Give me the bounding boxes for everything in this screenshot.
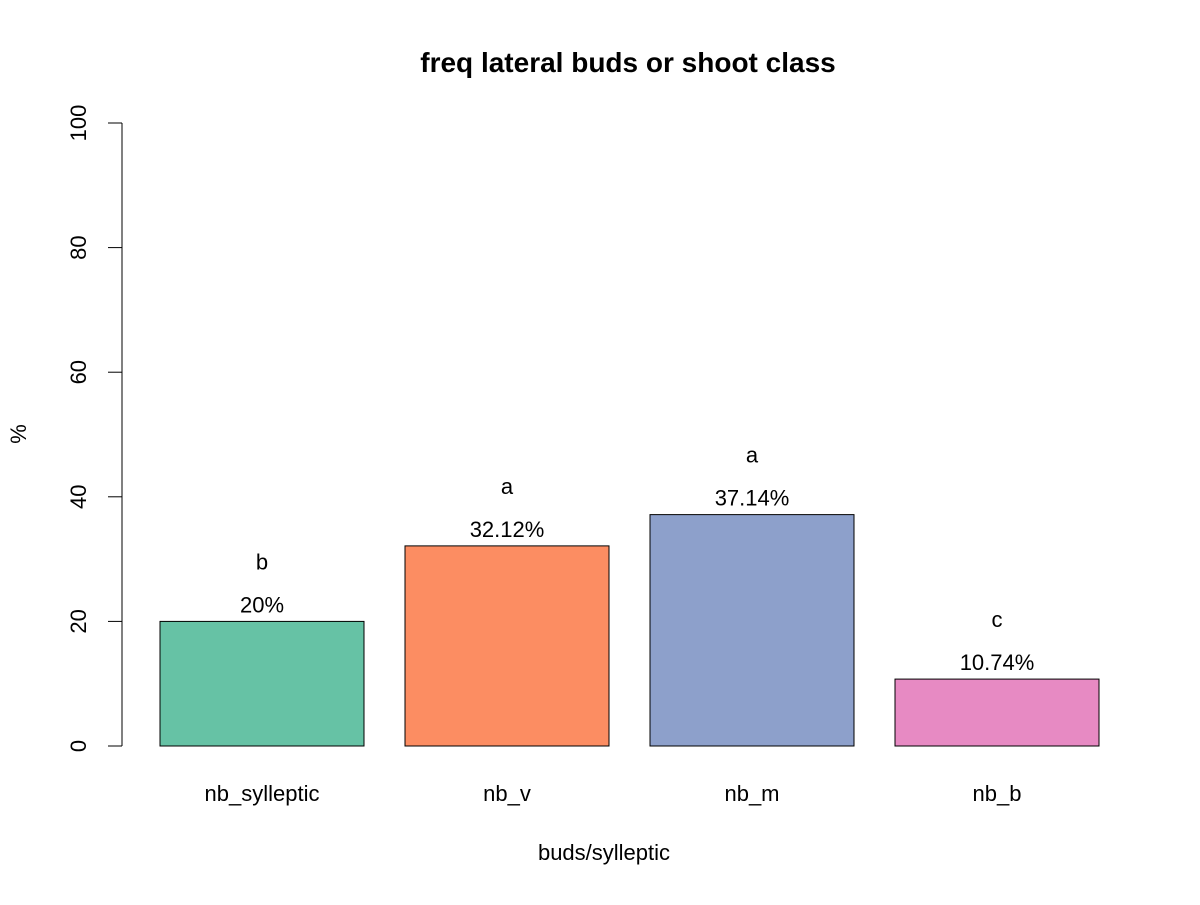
bars-group: [159, 514, 1100, 747]
bar-value-label: 10.74%: [960, 650, 1035, 675]
x-category-label: nb_m: [724, 781, 779, 806]
group-letters-group: b a a c: [256, 443, 1003, 632]
value-labels-group: 20% 32.12% 37.14% 10.74%: [240, 486, 1034, 675]
category-labels-group: nb_sylleptic nb_v nb_m nb_b: [205, 781, 1022, 806]
bar: [894, 678, 1100, 747]
x-category-label: nb_sylleptic: [205, 781, 320, 806]
chart-title: freq lateral buds or shoot class: [420, 47, 835, 78]
y-tick-label: 100: [66, 105, 91, 142]
y-axis: 0 20 40 60 80 100: [66, 105, 123, 752]
bar: [404, 545, 610, 747]
y-tick-label: 0: [66, 740, 91, 752]
y-tick-label: 60: [66, 360, 91, 384]
y-tick-label: 20: [66, 609, 91, 633]
significance-letter: c: [992, 607, 1003, 632]
bar-value-label: 20%: [240, 592, 284, 617]
bar: [649, 514, 855, 747]
y-tick-label: 80: [66, 235, 91, 259]
bar-value-label: 37.14%: [715, 486, 790, 511]
y-axis-label: %: [6, 424, 31, 444]
x-axis-label: buds/sylleptic: [538, 840, 670, 865]
y-tick-label: 40: [66, 485, 91, 509]
significance-letter: a: [746, 443, 759, 468]
significance-letter: b: [256, 549, 268, 574]
x-category-label: nb_v: [483, 781, 531, 806]
bar: [159, 620, 365, 747]
significance-letter: a: [501, 474, 514, 499]
x-category-label: nb_b: [973, 781, 1022, 806]
bar-value-label: 32.12%: [470, 517, 545, 542]
